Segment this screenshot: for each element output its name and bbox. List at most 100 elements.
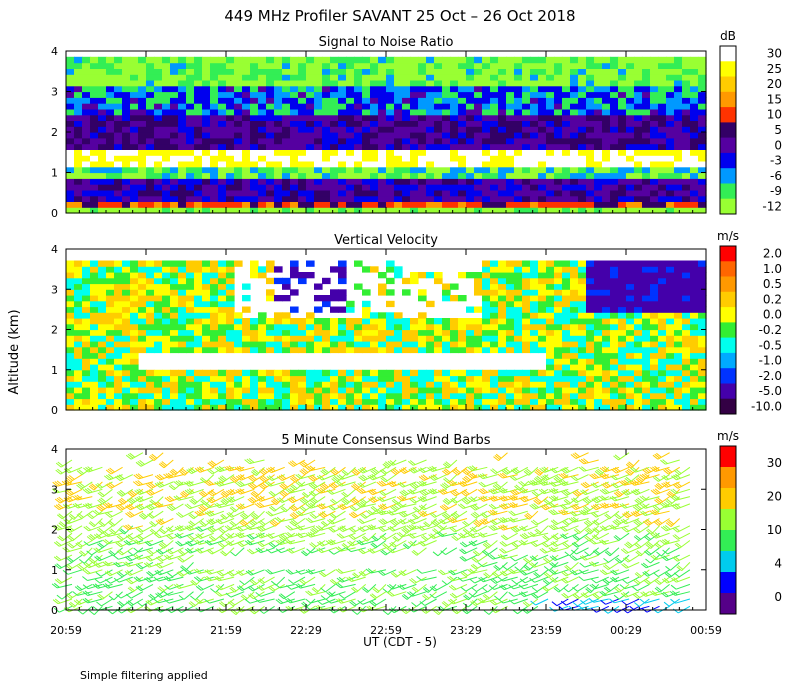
snr-cell xyxy=(402,62,411,69)
snr-cell xyxy=(170,178,179,185)
colorbar-label: -2.0 xyxy=(759,369,782,383)
snr-cell xyxy=(506,68,515,75)
snr-cell xyxy=(610,137,619,145)
velocity-cell xyxy=(226,277,235,285)
snr-cell xyxy=(458,155,467,162)
barb-flag xyxy=(188,602,195,607)
snr-cell xyxy=(450,207,459,214)
snr-cell xyxy=(578,108,587,116)
velocity-cell xyxy=(410,404,419,411)
barb-flag xyxy=(84,590,91,596)
snr-cell xyxy=(434,160,443,168)
velocity-cell xyxy=(186,404,195,411)
snr-cell xyxy=(186,155,195,162)
snr-cell xyxy=(602,120,611,127)
snr-cell xyxy=(386,207,395,214)
snr-cell xyxy=(378,166,387,174)
snr-cell xyxy=(122,143,131,150)
snr-cell xyxy=(122,132,131,139)
barb-flag xyxy=(174,533,181,539)
snr-cell xyxy=(578,172,587,179)
velocity-cell xyxy=(538,387,547,394)
snr-cell xyxy=(514,114,523,121)
snr-cell xyxy=(698,149,707,156)
velocity-cell xyxy=(258,404,267,411)
snr-cell xyxy=(522,160,531,168)
snr-cell xyxy=(506,85,515,93)
snr-cell xyxy=(690,68,699,75)
snr-cell xyxy=(690,178,699,185)
barb-flag xyxy=(97,483,103,488)
velocity-cell xyxy=(594,381,603,388)
velocity-cell xyxy=(562,283,571,290)
velocity-cell xyxy=(338,392,347,400)
velocity-cell xyxy=(106,387,115,394)
snr-cell xyxy=(290,132,299,139)
velocity-cell xyxy=(282,346,291,354)
snr-cell xyxy=(154,120,163,127)
snr-cell xyxy=(298,195,307,202)
snr-cell xyxy=(610,178,619,185)
snr-cell xyxy=(306,126,315,133)
snr-cell xyxy=(354,103,363,110)
barb-flag xyxy=(184,569,190,575)
snr-cell xyxy=(90,62,99,69)
snr-cell xyxy=(618,160,627,168)
snr-cell xyxy=(234,97,243,104)
velocity-cell xyxy=(410,387,419,394)
snr-cell xyxy=(674,120,683,127)
snr-cell xyxy=(242,120,251,127)
snr-cell xyxy=(522,79,531,87)
snr-cell xyxy=(442,149,451,156)
snr-cell xyxy=(586,178,595,185)
velocity-cell xyxy=(410,346,419,354)
barb-flag xyxy=(74,586,81,591)
snr-cell xyxy=(682,195,691,202)
snr-cell xyxy=(122,207,131,214)
barb-flag xyxy=(88,522,95,528)
velocity-cell xyxy=(274,404,283,411)
velocity-cell xyxy=(290,306,299,313)
barb-flag xyxy=(109,550,116,555)
snr-cell xyxy=(602,74,611,81)
snr-cell xyxy=(226,184,235,191)
snr-cell xyxy=(314,56,323,64)
velocity-cell xyxy=(226,306,235,313)
velocity-cell xyxy=(626,295,635,302)
barb-shaft xyxy=(159,569,174,576)
snr-cell xyxy=(690,126,699,133)
snr-cell xyxy=(642,62,651,69)
velocity-cell xyxy=(482,375,491,382)
snr-cell xyxy=(482,91,491,98)
velocity-cell xyxy=(130,335,139,342)
barb-flag xyxy=(145,490,152,496)
velocity-cell xyxy=(138,312,147,319)
velocity-cell xyxy=(618,300,627,308)
velocity-cell xyxy=(290,260,299,267)
snr-cell xyxy=(266,143,275,150)
velocity-cell xyxy=(650,392,659,400)
snr-cell xyxy=(282,137,291,145)
snr-cell xyxy=(602,207,611,214)
snr-cell xyxy=(330,172,339,179)
velocity-cell xyxy=(106,341,115,348)
barb-flag xyxy=(134,497,141,503)
velocity-cell xyxy=(306,369,315,377)
velocity-cell xyxy=(354,329,363,336)
snr-cell xyxy=(378,207,387,214)
snr-cell xyxy=(594,120,603,127)
barb-flag xyxy=(135,539,141,545)
velocity-cell xyxy=(538,300,547,308)
snr-cell xyxy=(466,155,475,162)
figure-title: 449 MHz Profiler SAVANT 25 Oct – 26 Oct … xyxy=(224,7,575,25)
barb-shaft xyxy=(67,569,83,575)
snr-cell xyxy=(130,68,139,75)
snr-cell xyxy=(346,62,355,69)
velocity-cell xyxy=(370,381,379,388)
snr-cell xyxy=(378,149,387,156)
colorbar-label: 1.0 xyxy=(763,262,782,276)
snr-cell xyxy=(514,143,523,150)
snr-cell xyxy=(330,149,339,156)
velocity-cell xyxy=(202,323,211,331)
velocity-cell xyxy=(170,398,179,405)
